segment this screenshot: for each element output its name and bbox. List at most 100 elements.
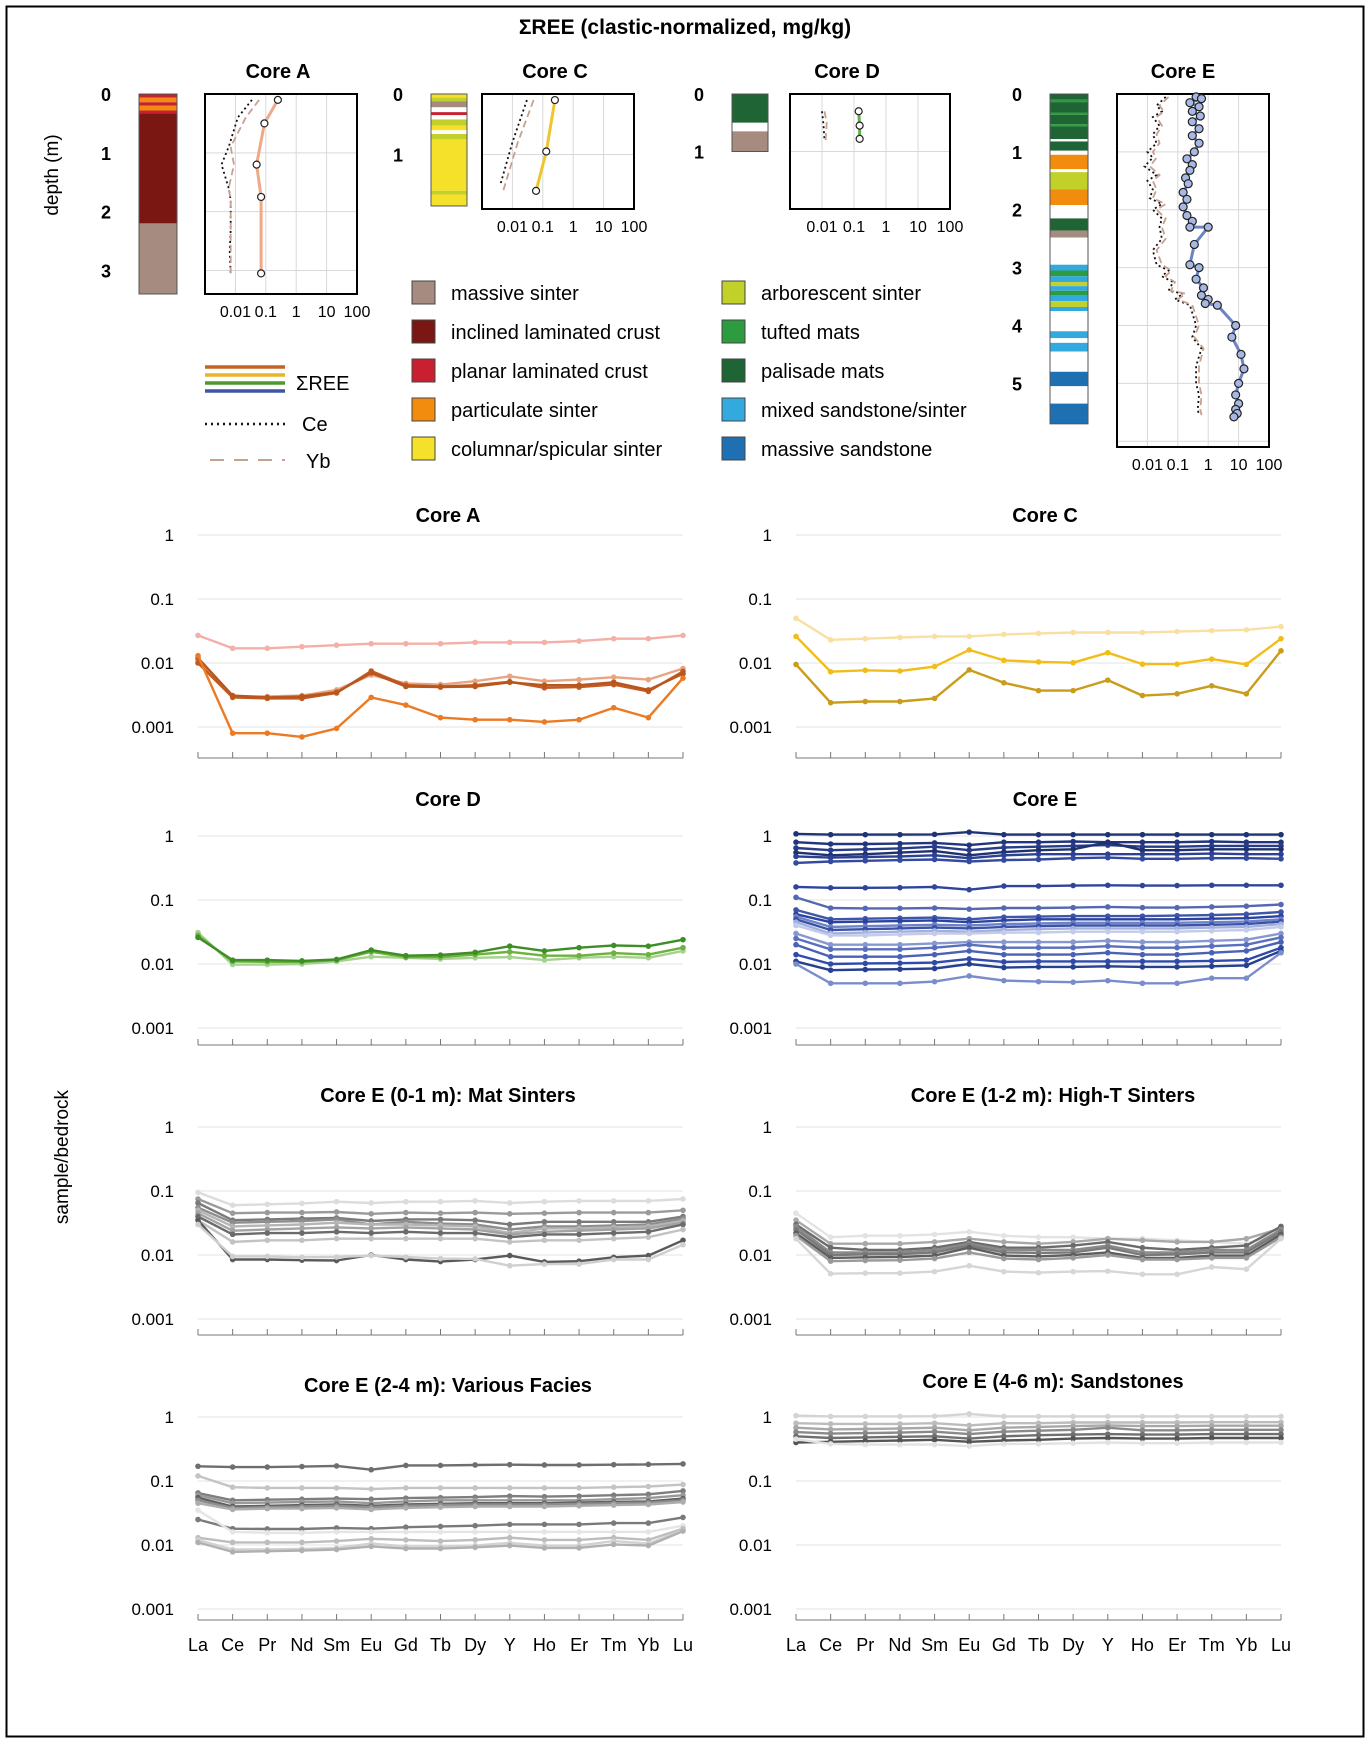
- data-point: [827, 1270, 834, 1277]
- data-point: [966, 1443, 973, 1449]
- strat-layer: [1050, 264, 1088, 271]
- x-tick-label: Dy: [1062, 1635, 1084, 1655]
- data-point: [195, 1500, 201, 1506]
- depth-profile-core-d: Core D 0 1 0.01 0.1 1 10 100: [694, 61, 963, 236]
- data-point: [195, 1189, 201, 1196]
- data-point: [897, 905, 903, 912]
- x-tick-label: 100: [1256, 457, 1283, 474]
- data-point: [1139, 856, 1146, 862]
- data-point: [827, 885, 834, 891]
- data-point: [506, 716, 513, 723]
- data-point: [1001, 939, 1007, 945]
- data-point: [403, 1254, 409, 1260]
- data-point: [1001, 1413, 1007, 1420]
- depth-profile-core-a: Core A 0 1 2 3 0.01 0.1 1 10 100: [101, 61, 370, 321]
- data-point: [541, 1521, 548, 1528]
- data-point: [229, 730, 236, 737]
- strat-layer: [139, 110, 177, 114]
- y-tick-label: 0.1: [748, 891, 772, 910]
- data-point: [256, 192, 266, 202]
- data-point: [966, 1431, 973, 1437]
- depth-tick-label: 5: [1012, 374, 1022, 394]
- strat-layer: [139, 94, 177, 98]
- data-point: [793, 922, 799, 929]
- x-tick-label: 100: [344, 304, 371, 321]
- strat-layer: [1050, 311, 1088, 332]
- data-point: [333, 1209, 340, 1215]
- ratio-axis-label: sample/bedrock: [52, 1089, 73, 1224]
- data-point: [897, 840, 903, 847]
- data-point: [1104, 949, 1111, 956]
- data-point: [1278, 924, 1284, 930]
- data-point: [897, 1437, 903, 1444]
- data-point: [966, 1411, 973, 1417]
- data-point: [1035, 1437, 1042, 1443]
- data-point: [897, 1413, 903, 1420]
- data-point: [827, 841, 834, 847]
- data-point: [966, 1422, 973, 1429]
- data-point: [1035, 1240, 1042, 1247]
- data-point: [827, 637, 834, 643]
- data-point: [793, 894, 799, 901]
- data-point: [966, 633, 973, 640]
- data-point: [1243, 691, 1250, 697]
- data-point: [264, 645, 271, 652]
- data-point: [827, 1426, 834, 1433]
- data-point: [472, 1503, 478, 1510]
- data-point: [610, 635, 617, 642]
- data-point: [576, 1485, 582, 1491]
- data-point: [1139, 1256, 1146, 1263]
- data-point: [403, 1198, 409, 1205]
- data-point: [472, 1544, 478, 1551]
- data-point: [229, 1231, 236, 1238]
- spider-plot-title: Core E: [1013, 789, 1077, 811]
- data-point: [931, 852, 938, 859]
- x-tick-label: 0.01: [220, 304, 251, 321]
- data-point: [793, 941, 799, 948]
- data-point: [827, 1421, 834, 1427]
- data-point: [1001, 951, 1007, 958]
- data-point: [966, 1229, 973, 1235]
- data-point: [333, 1219, 340, 1226]
- data-point: [862, 857, 869, 864]
- y-tick-label: 1: [763, 827, 772, 846]
- data-point: [1070, 964, 1076, 970]
- x-tick-label: 10: [909, 219, 927, 236]
- data-point: [264, 1526, 271, 1532]
- legend-label-inclined_laminated_crust: inclined laminated crust: [451, 322, 660, 344]
- data-point: [506, 679, 513, 686]
- data-point: [610, 1209, 617, 1216]
- data-point: [1243, 936, 1250, 943]
- data-point: [1189, 147, 1199, 157]
- data-point: [680, 944, 686, 951]
- data-point: [403, 1529, 409, 1535]
- data-point: [1035, 905, 1042, 911]
- data-point: [368, 1252, 375, 1259]
- data-point: [195, 1507, 201, 1513]
- data-point: [966, 948, 973, 954]
- data-point: [1001, 1239, 1007, 1245]
- x-tick-label: Lu: [1271, 1635, 1291, 1655]
- x-tick-label: Nd: [888, 1635, 911, 1655]
- legend-swatch-massive_sandstone: [721, 436, 746, 461]
- data-point: [576, 944, 582, 951]
- data-point: [1243, 948, 1250, 954]
- data-point: [966, 858, 973, 865]
- depth-tick-label: 1: [1012, 143, 1022, 163]
- data-point: [576, 1219, 582, 1225]
- data-point: [1231, 390, 1241, 400]
- data-point: [931, 940, 938, 947]
- data-point: [1139, 928, 1146, 935]
- data-point: [1070, 1242, 1076, 1249]
- depth-profile-core-c: Core C 0 1 0.01 0.1 1 10 100: [393, 61, 647, 236]
- data-point: [862, 918, 869, 925]
- data-point: [1278, 831, 1284, 838]
- depth-tick-label: 0: [694, 85, 704, 105]
- data-point: [472, 1462, 478, 1468]
- data-point: [1174, 951, 1180, 958]
- data-point: [793, 1412, 799, 1419]
- data-point: [931, 1420, 938, 1427]
- data-point: [1278, 930, 1284, 937]
- data-point: [1174, 1256, 1180, 1263]
- data-point: [1070, 1431, 1076, 1438]
